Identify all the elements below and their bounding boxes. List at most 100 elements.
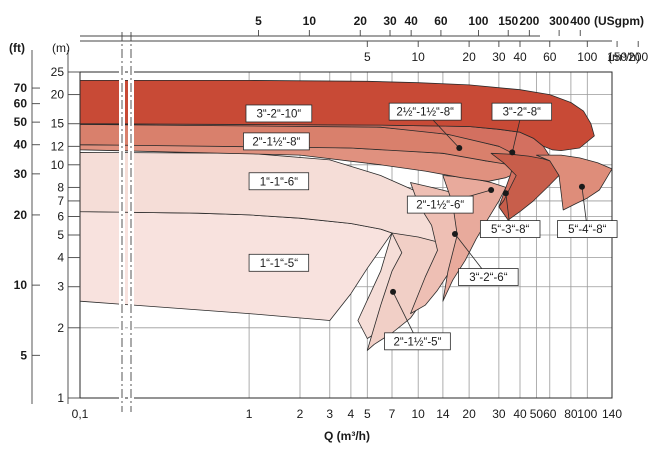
callout-label: 2½“-1½“-8“ — [396, 107, 454, 119]
x-tick-label: 7 — [389, 407, 396, 421]
callout-label-box — [406, 195, 474, 214]
top-m3h-label: 200 — [628, 50, 648, 64]
top-m3h-label: 60 — [543, 50, 557, 64]
series-area — [79, 211, 393, 321]
callout-label-box — [458, 268, 519, 286]
y-tick-label-m: 8 — [57, 180, 64, 194]
callout-label-box — [491, 102, 553, 121]
x-tick-label: 50 — [530, 407, 544, 421]
top-usgpm-label: 30 — [383, 14, 397, 28]
y-tick-label-m: 6 — [57, 210, 64, 224]
x-tick-label: 4 — [348, 407, 355, 421]
callout-label-box — [384, 332, 451, 351]
y-tick-label-m: 4 — [57, 251, 64, 265]
top-usgpm-label: 20 — [354, 14, 368, 28]
top-m3h-label: 100 — [577, 50, 597, 64]
series-label-box — [248, 172, 310, 191]
callout-dot — [578, 183, 585, 190]
y-tick-label-m: 5 — [57, 228, 64, 242]
callout-label: 3“-2“-8“ — [503, 107, 542, 119]
top-m3h-label: 30 — [492, 50, 506, 64]
x-tick-label: 5 — [364, 407, 371, 421]
top-m3h-label: 5 — [364, 50, 371, 64]
m3h-unit-label: (m³/h) — [608, 50, 640, 64]
callout-label: 5“-3“-8“ — [491, 224, 530, 236]
x-tick-label: 140 — [602, 407, 622, 421]
y-tick-label-m: 10 — [51, 158, 65, 172]
x-tick-label: 40 — [513, 407, 527, 421]
labels: 0,1 1 2 3 4 5 7 10 14 20 30 40 50 60 80 100 140123456781… — [9, 14, 649, 421]
y-tick-label-m: 7 — [57, 194, 64, 208]
callout-dot — [451, 230, 458, 237]
top-usgpm-label: 100 — [468, 14, 488, 28]
callout-dot — [390, 288, 397, 295]
top-usgpm-label: 300 — [549, 14, 569, 28]
top-usgpm-label: 400 — [570, 14, 590, 28]
curve-areas — [79, 80, 613, 351]
top-usgpm-label: 200 — [519, 14, 539, 28]
y-tick-label-ft: 30 — [14, 167, 28, 181]
y-tick-label-m: 1 — [57, 391, 64, 405]
x-tick-label: 14 — [436, 407, 450, 421]
x-tick-label: 10 — [412, 407, 426, 421]
callout-label: 2“-1½“-5“ — [393, 336, 441, 348]
top-usgpm-label: 40 — [404, 14, 418, 28]
top-m3h-label: 40 — [513, 50, 527, 64]
y-tick-label-m: 2 — [57, 321, 64, 335]
callout-label: 5“-4“-8“ — [568, 224, 607, 236]
series-label-box — [245, 104, 313, 123]
callout-label-box — [479, 220, 541, 238]
x-tick-label: 0,1 — [72, 407, 89, 421]
top-usgpm-label: 10 — [303, 14, 317, 28]
x-tick-label: 2 — [297, 407, 304, 421]
y-tick-label-m: 3 — [57, 280, 64, 294]
x-tick-label: 60 — [543, 407, 557, 421]
top-usgpm-label: 150 — [498, 14, 518, 28]
x-axis-label: Q (m³/h) — [324, 429, 370, 443]
callout-dot — [456, 145, 463, 152]
series-label: 2“-1½“-8“ — [252, 136, 300, 148]
callout-label-box — [557, 220, 618, 238]
x-tick-label: 20 — [462, 407, 476, 421]
top-m3h-label: 20 — [462, 50, 476, 64]
y-tick-label-ft: 5 — [20, 348, 27, 362]
y-tick-label-m: 12 — [51, 139, 65, 153]
top-usgpm-label: 5 — [255, 14, 262, 28]
top-m3h-label: 150 — [607, 50, 627, 64]
usgpm-unit-label: (USgpm) — [594, 14, 644, 28]
x-tick-label: 3 — [326, 407, 333, 421]
x-tick-label: 80 — [564, 407, 578, 421]
y-tick-label-m: 20 — [51, 88, 65, 102]
ft-unit-label: (ft) — [9, 41, 25, 55]
series-label: 3“-2“-10“ — [257, 108, 302, 120]
callout-dot — [509, 149, 516, 156]
series-area — [79, 80, 595, 151]
series-label: 1“-1“-5“ — [260, 258, 299, 270]
m-unit-label: (m) — [52, 41, 70, 55]
y-tick-label-ft: 20 — [14, 208, 28, 222]
y-tick-label-ft: 50 — [14, 115, 28, 129]
y-tick-label-ft: 40 — [14, 138, 28, 152]
callout-dot — [502, 190, 509, 197]
callout-dot — [488, 186, 495, 193]
top-m3h-label: 10 — [412, 50, 426, 64]
y-tick-label-m: 15 — [51, 117, 65, 131]
x-tick-label: 100 — [577, 407, 597, 421]
callout-label-box — [388, 102, 462, 121]
series-area — [490, 152, 567, 221]
callout-label: 2“-1½“-6“ — [416, 200, 464, 212]
y-tick-label-ft: 10 — [14, 278, 28, 292]
x-tick-label: 30 — [492, 407, 506, 421]
axes — [31, 30, 639, 412]
callout-label: 3“-2“-6“ — [469, 272, 508, 284]
y-tick-label-ft: 70 — [14, 81, 28, 95]
series-label: 1“-1“-6“ — [260, 176, 299, 188]
y-tick-label-ft: 60 — [14, 97, 28, 111]
series-label-box — [248, 253, 310, 272]
top-usgpm-label: 60 — [434, 14, 448, 28]
series-label-box — [243, 132, 310, 151]
y-tick-label-m: 25 — [51, 65, 65, 79]
series-area — [536, 154, 613, 211]
x-tick-label: 1 — [246, 407, 253, 421]
